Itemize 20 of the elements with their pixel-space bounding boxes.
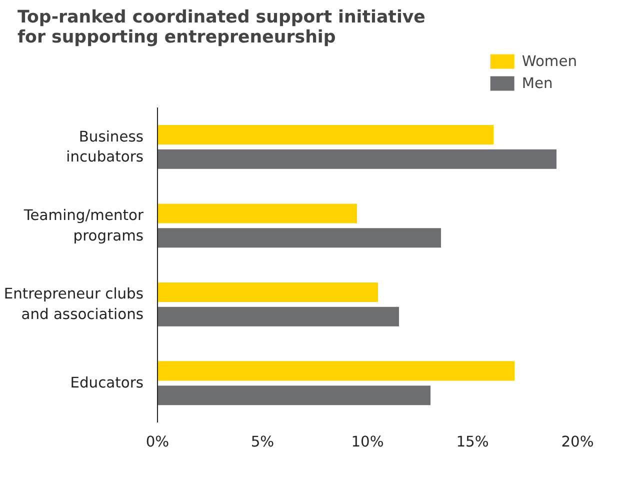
bar xyxy=(158,149,556,169)
x-tick-label: 10% xyxy=(351,434,384,450)
x-tick-label: 20% xyxy=(561,434,594,450)
bar xyxy=(158,306,399,326)
y-tick-label: Educators xyxy=(70,374,144,392)
x-tick-label: 15% xyxy=(456,434,489,450)
bar xyxy=(158,386,430,406)
legend-label: Women xyxy=(522,52,577,70)
x-tick-label: 5% xyxy=(250,434,274,450)
y-tick-label: Business incubators xyxy=(66,128,144,166)
bar xyxy=(158,204,357,224)
legend-label: Men xyxy=(522,74,553,92)
bar xyxy=(158,125,494,145)
y-tick-label: Teaming/mentor programs xyxy=(22,206,144,244)
bar xyxy=(158,228,441,248)
bar xyxy=(158,282,378,302)
chart-title: Top-ranked coordinated support initiative for supporting entrepreneurship xyxy=(18,8,426,48)
y-tick-label: Entrepreneur clubs and associations xyxy=(4,286,144,324)
bar xyxy=(158,361,514,381)
x-tick-label: 0% xyxy=(146,434,170,450)
